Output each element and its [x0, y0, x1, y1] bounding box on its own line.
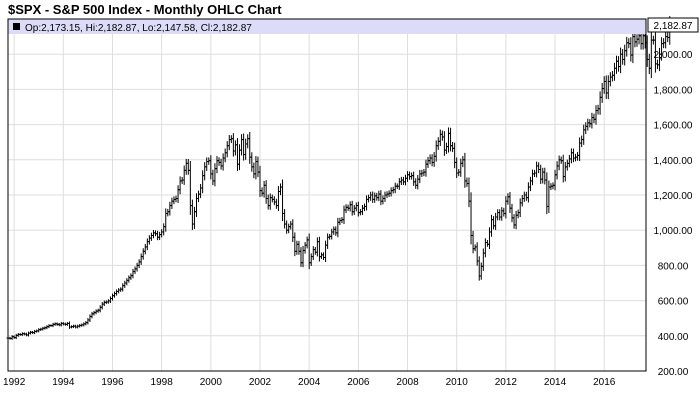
x-tick-label: 2002 — [249, 377, 272, 388]
grid — [8, 34, 646, 372]
x-tick-label: 2004 — [298, 377, 321, 388]
y-tick-label: 1,200.00 — [654, 191, 693, 202]
y-tick-label: 200.00 — [658, 367, 689, 378]
y-tick-label: 400.00 — [658, 332, 689, 343]
ohlc-bars — [6, 16, 674, 340]
y-tick-label: 1,000.00 — [654, 226, 693, 237]
ohlc-readout-band — [8, 19, 646, 34]
x-tick-label: 1994 — [52, 377, 75, 388]
chart-title: $SPX - S&P 500 Index - Monthly OHLC Char… — [8, 2, 282, 17]
ohlc-bar — [664, 30, 668, 49]
y-tick-label: 600.00 — [658, 297, 689, 308]
x-tick-label: 2014 — [544, 377, 567, 388]
plot-frame — [7, 18, 647, 372]
x-tick-label: 1996 — [101, 377, 124, 388]
x-tick-label: 1992 — [3, 377, 26, 388]
series-marker-icon — [13, 23, 20, 30]
ohlc-bar — [649, 30, 653, 79]
y-tick-label: 1,600.00 — [654, 121, 693, 132]
x-tick-label: 1998 — [151, 377, 174, 388]
y-tick-label: 800.00 — [658, 261, 689, 272]
axes: 200.00 400.00 600.00 800.00 1,000.00 1,200.00… — [3, 18, 693, 388]
x-tick-label: 2012 — [495, 377, 518, 388]
last-value-tag — [647, 17, 699, 33]
y-tick-label: 1,800.00 — [654, 85, 693, 96]
last-value-label: 2,182.87 — [654, 21, 693, 32]
ohlc-readout: Op:2,173.15, Hi:2,182.87, Lo:2,147.58, C… — [25, 23, 252, 34]
x-tick-label: 2006 — [347, 377, 370, 388]
y-tick-label: 1,400.00 — [654, 156, 693, 167]
x-tick-label: 2008 — [396, 377, 419, 388]
ohlc-bar — [647, 53, 651, 75]
x-tick-label: 2000 — [200, 377, 223, 388]
x-tick-label: 2016 — [593, 377, 616, 388]
x-tick-label: 2010 — [446, 377, 469, 388]
y-tick-label: 2,000.00 — [654, 50, 693, 61]
